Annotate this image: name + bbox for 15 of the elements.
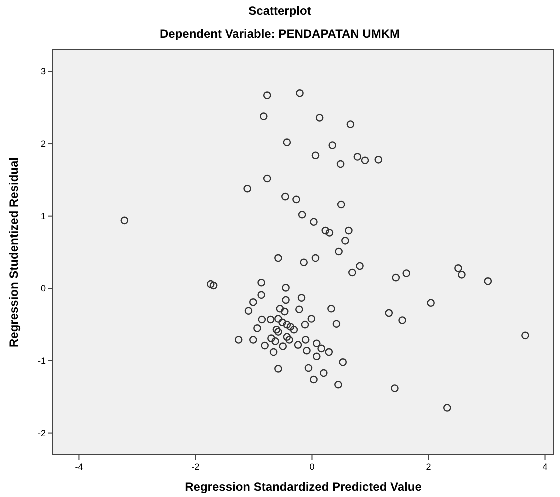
y-tick-label: -2 <box>38 428 46 438</box>
x-tick-label: -2 <box>192 462 200 472</box>
y-axis-title: Regression Studentized Residual <box>7 157 21 348</box>
x-tick-label: 4 <box>542 462 548 472</box>
y-tick-label: -1 <box>38 356 46 366</box>
chart-subtitle: Dependent Variable: PENDAPATAN UMKM <box>160 27 400 41</box>
chart-title: Scatterplot <box>248 4 312 18</box>
x-tick-label: -4 <box>75 462 84 472</box>
y-tick-label: 1 <box>40 211 46 222</box>
y-tick-label: 2 <box>40 139 46 150</box>
y-tick-label: 0 <box>40 284 46 294</box>
x-tick-label: 2 <box>426 462 432 472</box>
x-tick-label: 0 <box>310 462 315 472</box>
y-tick-label: 3 <box>40 66 46 77</box>
x-axis-title: Regression Standardized Predicted Value <box>185 480 422 494</box>
